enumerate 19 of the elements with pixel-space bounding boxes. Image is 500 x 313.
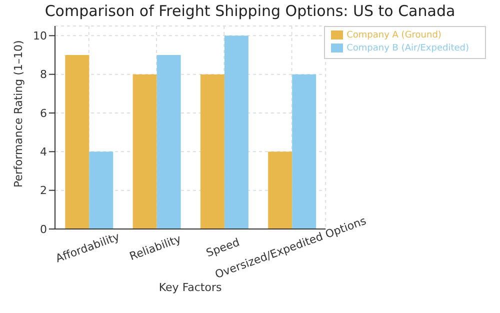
y-tick-label: 6 — [40, 106, 47, 120]
y-tick-label: 0 — [40, 222, 47, 236]
y-tick-label: 10 — [33, 30, 47, 43]
y-axis-title: Performance Rating (1–10) — [12, 40, 25, 188]
bar — [268, 152, 292, 229]
bar — [292, 74, 316, 229]
x-axis-title: Key Factors — [158, 281, 222, 294]
bar — [200, 74, 224, 229]
y-tick-label: 8 — [40, 68, 47, 82]
y-tick-label: 4 — [40, 146, 47, 159]
y-tick-label: 2 — [40, 184, 47, 198]
bar — [89, 152, 114, 229]
chart-title: Comparison of Freight Shipping Options: US to Canada — [44, 2, 456, 20]
legend-label: Company A (Ground) — [346, 30, 442, 40]
bar — [156, 55, 181, 229]
bar — [65, 55, 90, 229]
bar — [132, 74, 157, 229]
bar — [224, 36, 248, 229]
legend-label: Company B (Air/Expedited) — [346, 44, 469, 54]
